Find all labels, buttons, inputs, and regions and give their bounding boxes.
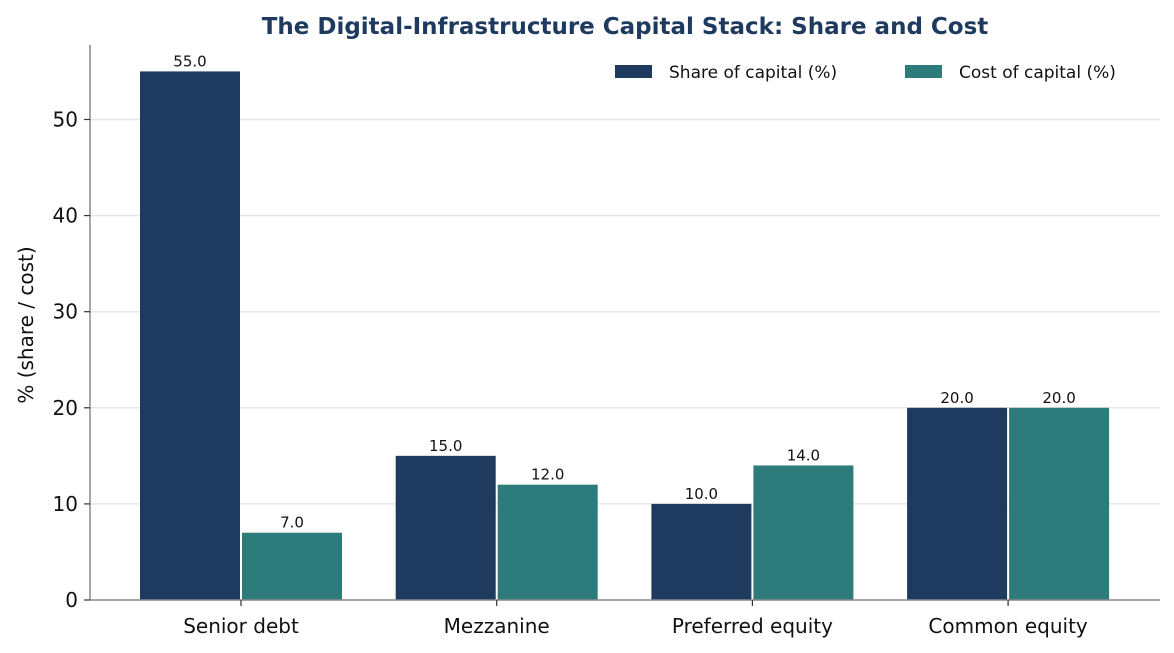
- bar-0-0: [140, 71, 240, 600]
- x-tick-label-1: Mezzanine: [444, 614, 550, 638]
- bar-1-1: [497, 484, 598, 600]
- data-label-1-0: 7.0: [280, 514, 304, 532]
- legend: Share of capital (%) Cost of capital (%): [615, 63, 1116, 83]
- axes: [89, 45, 1160, 601]
- y-axis-label: % (share / cost): [14, 246, 38, 403]
- y-tick-label-0: 0: [65, 588, 78, 612]
- x-tick-label-2: Preferred equity: [672, 614, 833, 638]
- x-ticks: Senior debt Mezzanine Preferred equity Comm…: [183, 600, 1088, 638]
- y-ticks: 0 10 20 30 40 50: [53, 107, 90, 612]
- data-label-0-1: 15.0: [429, 437, 462, 455]
- bars: [140, 71, 1110, 600]
- y-tick-label-2: 20: [53, 396, 78, 420]
- y-tick-label-4: 40: [53, 204, 78, 228]
- bar-0-3: [907, 407, 1008, 600]
- bar-1-2: [753, 465, 854, 600]
- chart-title: The Digital-Infrastructure Capital Stack…: [262, 14, 989, 40]
- data-label-1-1: 12.0: [531, 466, 564, 484]
- legend-swatch-1: [905, 65, 942, 78]
- data-label-0-3: 20.0: [940, 389, 973, 407]
- bar-1-3: [1009, 407, 1110, 600]
- legend-label-1: Cost of capital (%): [959, 63, 1116, 83]
- y-tick-label-1: 10: [53, 492, 78, 516]
- data-label-0-2: 10.0: [685, 485, 718, 503]
- data-label-1-2: 14.0: [787, 446, 820, 464]
- legend-label-0: Share of capital (%): [669, 63, 837, 83]
- data-labels: 55.0 15.0 10.0 20.0 7.0 12.0 14.0 20.0: [173, 52, 1076, 531]
- bar-0-2: [651, 503, 752, 600]
- x-tick-label-3: Common equity: [928, 614, 1088, 638]
- legend-swatch-0: [615, 65, 652, 78]
- data-label-0-0: 55.0: [173, 52, 206, 70]
- y-tick-label-3: 30: [53, 300, 78, 324]
- data-label-1-3: 20.0: [1042, 389, 1075, 407]
- bar-0-1: [395, 455, 496, 600]
- bar-1-0: [242, 532, 342, 600]
- y-tick-label-5: 50: [53, 107, 78, 131]
- x-tick-label-0: Senior debt: [183, 614, 299, 638]
